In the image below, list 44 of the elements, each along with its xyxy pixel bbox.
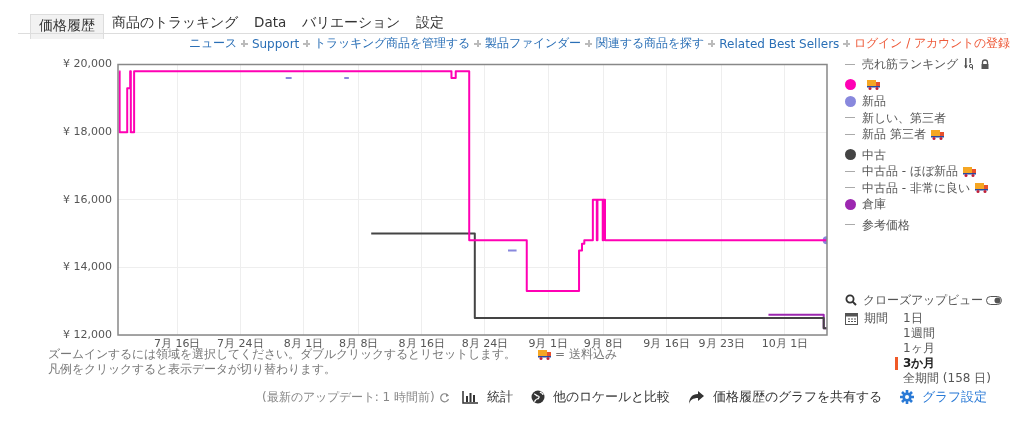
text: 全期間 (158 日): [903, 370, 991, 385]
legend-label: 新しい、第三者: [862, 109, 946, 126]
text: 期間: [864, 310, 888, 328]
text: 製品ファインダー: [485, 35, 582, 52]
text: 1日: [903, 310, 923, 325]
x-tick-label: 9月 23日: [698, 337, 746, 351]
text: バリエーション: [302, 14, 401, 30]
legend-label: 倉庫: [862, 196, 886, 213]
text: Related Best Sellers: [719, 36, 840, 51]
text: 凡例をクリックすると表示データが切り替わります。: [48, 362, 337, 377]
legend-label: 新品: [862, 93, 886, 110]
text: 1週間: [903, 325, 935, 340]
text: 1ヶ月: [903, 340, 935, 355]
legend-label: 新品 第三者: [862, 126, 926, 143]
text: グラフ設定: [921, 388, 987, 406]
text: クローズアップビュー: [863, 291, 983, 309]
legend-label: 参考価格: [862, 216, 910, 233]
legend-label: 中古品 - 非常に良い: [862, 179, 970, 196]
y-tick-label: ¥ 14,000: [63, 260, 112, 274]
text: トラッキング商品を管理する: [314, 35, 471, 52]
y-tick-label: ¥ 16,000: [63, 192, 112, 206]
text: 3か月: [903, 355, 936, 370]
text: 設定: [416, 14, 445, 30]
x-tick-label: 10月 1日: [761, 337, 809, 351]
text: (最新のアップデート: 1 時間前): [262, 388, 435, 406]
x-tick-label: 8月 24日: [461, 337, 509, 351]
text: 商品のトラッキング: [112, 14, 238, 30]
text: 他のロケールと比較: [552, 388, 670, 406]
y-tick-label: ¥ 12,000: [63, 327, 112, 341]
text: Support: [251, 36, 300, 51]
text: 価格履歴のグラフを共有する: [712, 388, 882, 406]
text: ニュース: [188, 35, 237, 52]
y-tick-label: ¥ 18,000: [63, 125, 112, 139]
text: ログイン / アカウントの登録: [854, 35, 1010, 52]
text: Data: [254, 14, 287, 30]
text: 関連する商品を探す: [596, 35, 705, 52]
legend-label: 中古品 - ほぼ新品: [862, 163, 958, 180]
x-tick-label: 9月 16日: [643, 337, 690, 351]
text: 統計: [486, 388, 513, 406]
text: 価格履歴: [30, 14, 104, 39]
legend-label: 売れ筋ランキング: [862, 56, 958, 73]
y-tick-label: ¥ 20,000: [63, 57, 112, 71]
legend-label: 中古: [862, 146, 886, 163]
x-tick-label: 9月 1日: [528, 337, 568, 351]
